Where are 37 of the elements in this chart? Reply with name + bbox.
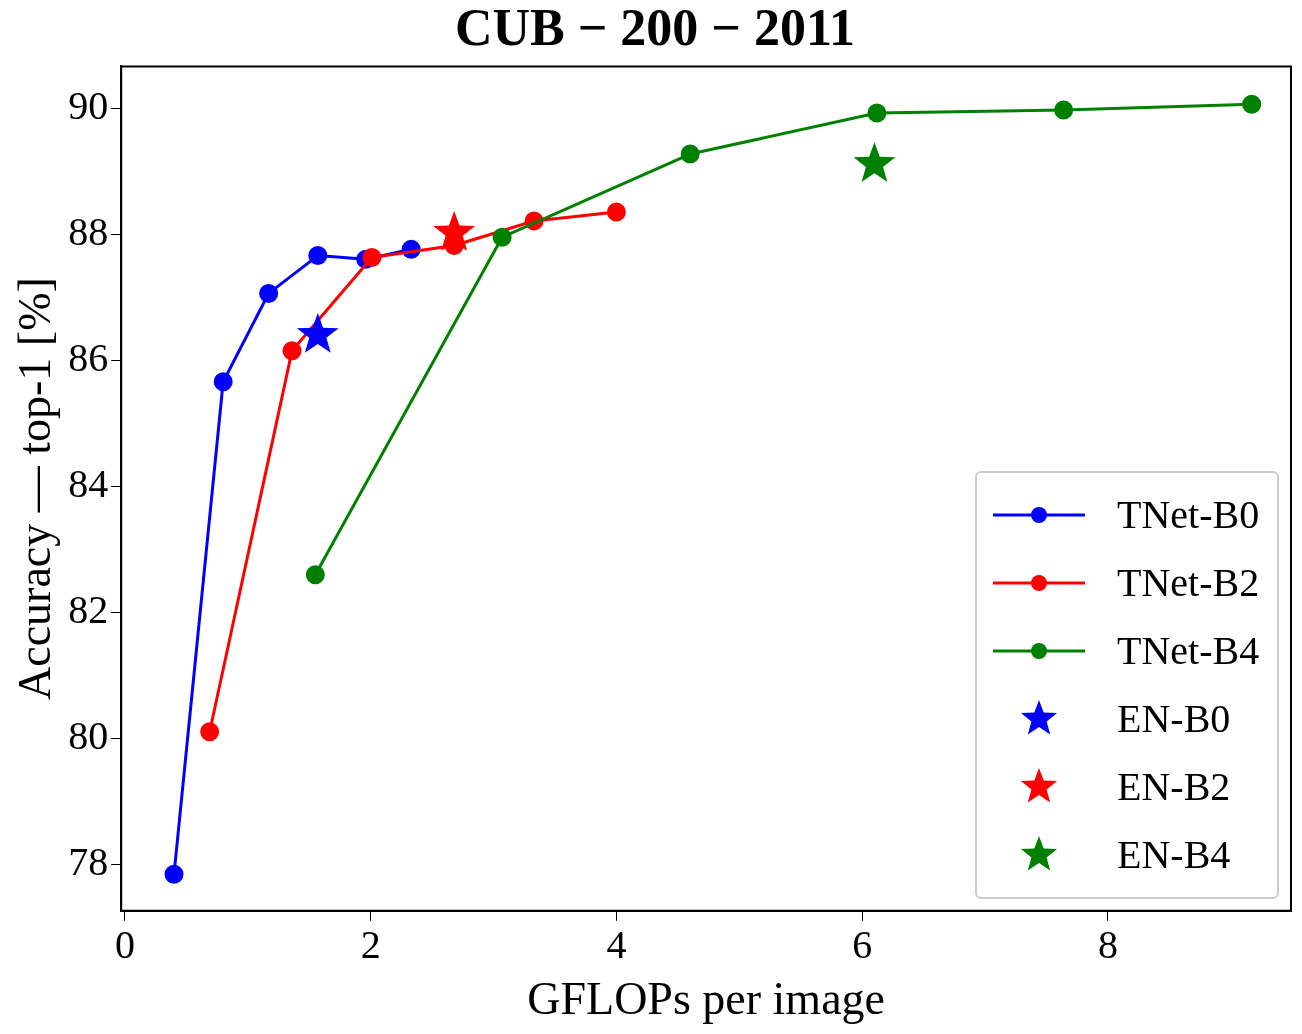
x-tick-label: 8	[1097, 922, 1118, 968]
y-axis-title: Accuracy — top-1 [%]	[8, 277, 60, 700]
x-tick-label: 0	[114, 922, 135, 968]
point	[164, 864, 184, 884]
y-tick-label: 78	[68, 839, 109, 885]
y-tick-label: 80	[68, 713, 109, 759]
y-tick-label: 90	[68, 82, 109, 128]
legend-label: EN-B0	[1117, 695, 1231, 743]
legend-label: TNet-B4	[1117, 627, 1260, 675]
y-tick-label: 86	[68, 334, 109, 380]
point	[867, 103, 887, 123]
point	[853, 142, 896, 182]
point	[305, 565, 325, 585]
point	[606, 202, 626, 222]
point	[362, 247, 382, 267]
point	[282, 341, 302, 361]
point	[1054, 100, 1074, 120]
point	[680, 144, 700, 164]
x-tick-label: 6	[852, 922, 873, 968]
y-tick-label: 82	[68, 587, 109, 633]
x-tick-label: 2	[360, 922, 381, 968]
x-axis-title: GFLOPs per image	[527, 973, 885, 1025]
y-tick-label: 88	[68, 208, 109, 254]
legend-label: EN-B2	[1117, 763, 1231, 811]
x-tick-label: 4	[606, 922, 627, 968]
point	[296, 313, 339, 353]
point	[213, 372, 233, 392]
point	[259, 283, 279, 303]
y-tick-label: 84	[68, 460, 109, 506]
legend-label: EN-B4	[1117, 831, 1231, 879]
chart-title: CUB − 200 − 2011	[454, 0, 856, 56]
point	[200, 722, 220, 742]
point	[308, 246, 328, 266]
point	[1242, 94, 1262, 114]
point	[492, 227, 512, 247]
legend-label: TNet-B0	[1117, 491, 1260, 539]
legend-label: TNet-B2	[1117, 559, 1260, 607]
